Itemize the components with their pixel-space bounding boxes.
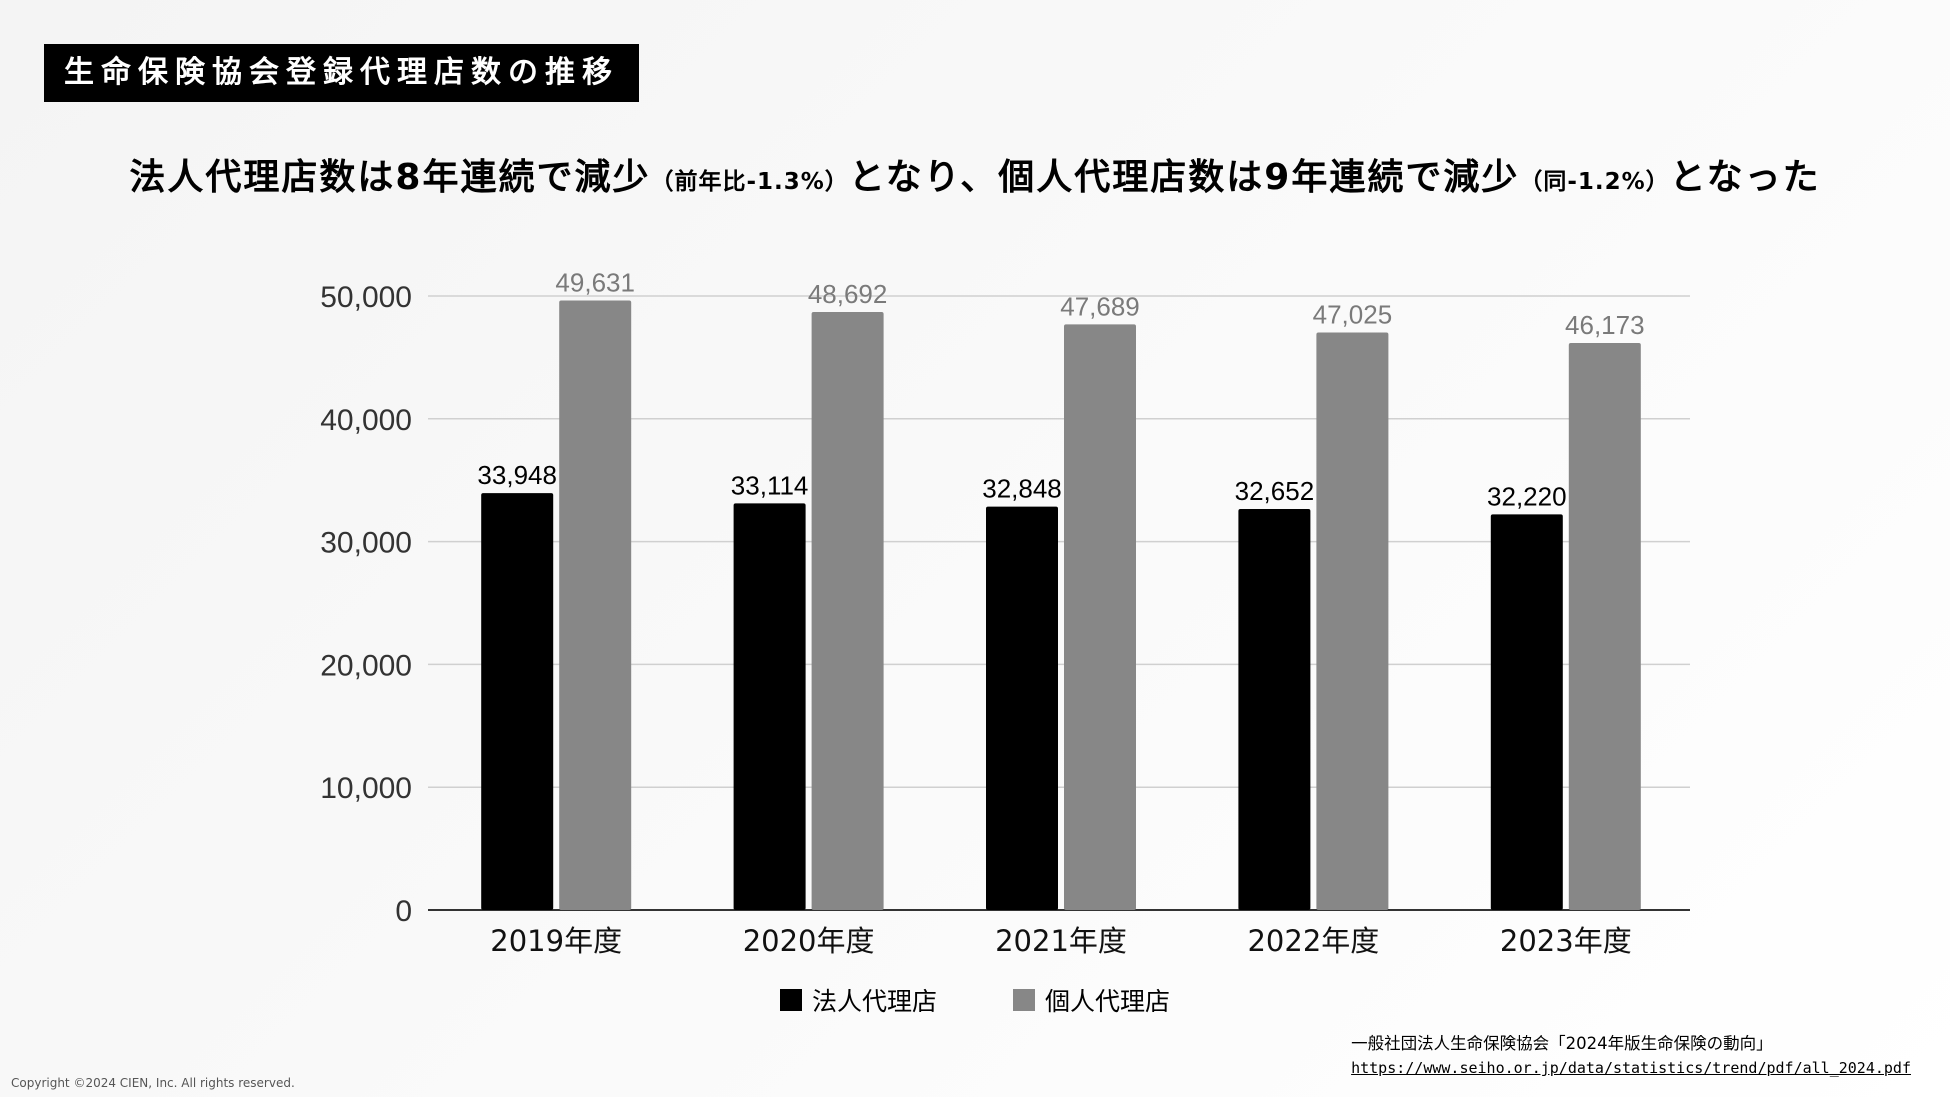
y-tick-label: 10,000 bbox=[320, 772, 412, 805]
legend-label-corporate: 法人代理店 bbox=[811, 987, 937, 1016]
data-label-individual: 48,692 bbox=[808, 279, 888, 309]
copyright: Copyright ©2024 CIEN, Inc. All rights re… bbox=[11, 1076, 295, 1090]
x-tick-label: 2022年度 bbox=[1247, 924, 1379, 958]
headline-note2: （同-1.2%） bbox=[1519, 169, 1670, 195]
bar-individual bbox=[1316, 332, 1389, 911]
bar-corporate bbox=[1238, 509, 1311, 910]
bar-corporate bbox=[986, 506, 1058, 910]
data-label-individual: 46,173 bbox=[1565, 310, 1645, 340]
bar-individual bbox=[559, 300, 632, 910]
headline: 法人代理店数は8年連続で減少（前年比-1.3%）となり、個人代理店数は9年連続で… bbox=[0, 148, 1950, 200]
source-title: 一般社団法人生命保険協会「2024年版生命保険の動向」 bbox=[1351, 1034, 1773, 1053]
legend-item-corporate: 法人代理店 bbox=[779, 982, 937, 1018]
data-label-corporate: 33,114 bbox=[731, 470, 809, 500]
bar-chart: 0 10,000 20,000 30,000 40,000 50,000 33,948 49,… bbox=[320, 268, 1690, 958]
bar-corporate bbox=[481, 493, 554, 910]
headline-part3: となった bbox=[1669, 157, 1821, 198]
x-tick-label: 2019年度 bbox=[490, 924, 622, 958]
data-label-corporate: 32,848 bbox=[982, 474, 1062, 504]
bar-individual bbox=[1568, 342, 1641, 910]
legend-swatch-corporate bbox=[779, 989, 802, 1011]
x-tick-label: 2023年度 bbox=[1500, 924, 1632, 958]
y-tick-label: 0 bbox=[395, 895, 412, 928]
legend-swatch-individual bbox=[1013, 989, 1035, 1011]
data-label-corporate: 32,220 bbox=[1487, 481, 1567, 511]
y-tick-label: 40,000 bbox=[320, 404, 412, 437]
headline-part2: となり、個人代理店数は9年連続で減少 bbox=[848, 157, 1520, 198]
data-label-individual: 49,631 bbox=[555, 268, 635, 298]
chart-legend: 法人代理店 個人代理店 bbox=[0, 982, 1950, 1018]
legend-item-individual: 個人代理店 bbox=[1013, 982, 1170, 1018]
bar-corporate bbox=[1490, 514, 1563, 910]
data-label-individual: 47,025 bbox=[1313, 300, 1393, 330]
headline-note1: （前年比-1.3%） bbox=[650, 169, 849, 195]
headline-part1: 法人代理店数は8年連続で減少 bbox=[129, 157, 651, 198]
bar-corporate bbox=[733, 503, 806, 910]
legend-label-individual: 個人代理店 bbox=[1045, 987, 1171, 1016]
bar-individual bbox=[1064, 324, 1136, 910]
x-tick-label: 2020年度 bbox=[743, 924, 875, 958]
bar-individual bbox=[811, 312, 884, 910]
data-label-corporate: 33,948 bbox=[477, 460, 557, 490]
y-tick-label: 20,000 bbox=[320, 649, 412, 682]
source-citation: 一般社団法人生命保険協会「2024年版生命保険の動向」 https://www.… bbox=[1351, 1032, 1911, 1080]
page-title-tag: 生命保険協会登録代理店数の推移 bbox=[44, 44, 639, 102]
data-label-individual: 47,689 bbox=[1060, 291, 1140, 321]
x-tick-label: 2021年度 bbox=[995, 924, 1127, 958]
y-tick-label: 50,000 bbox=[320, 281, 412, 314]
y-tick-label: 30,000 bbox=[320, 527, 412, 560]
data-label-corporate: 32,652 bbox=[1235, 476, 1315, 506]
source-link[interactable]: https://www.seiho.or.jp/data/statistics/… bbox=[1351, 1059, 1911, 1077]
